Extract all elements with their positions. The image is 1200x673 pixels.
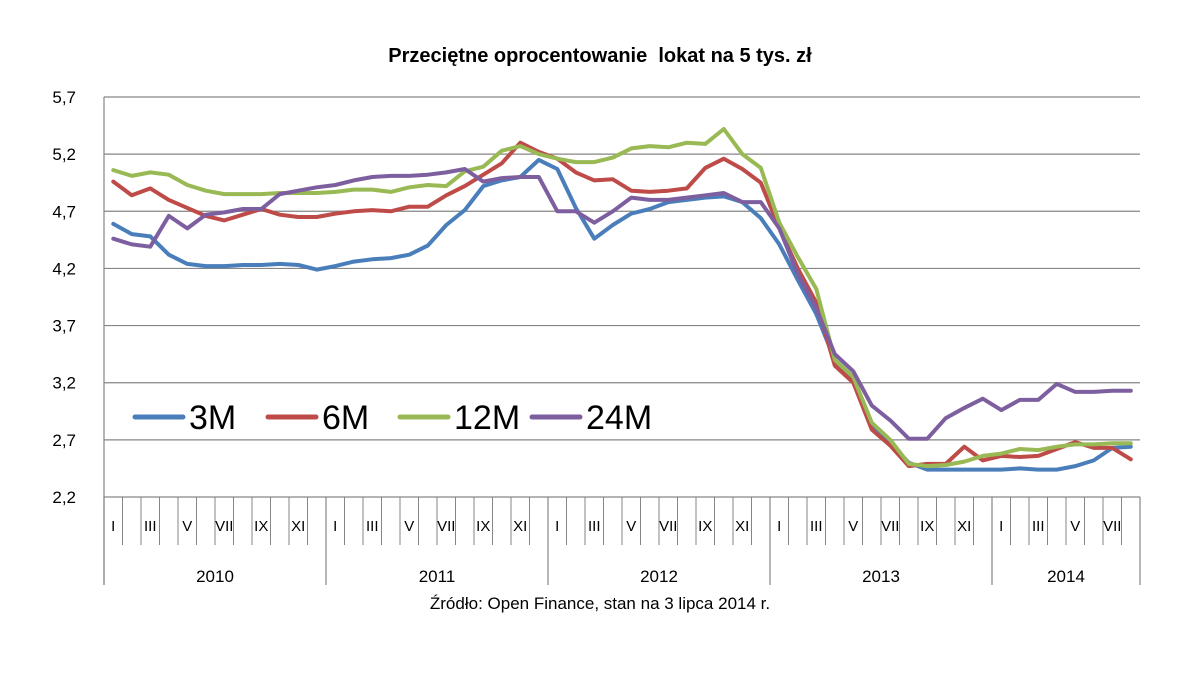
y-axis: 5,7 5,2 4,7 4,2 3,7 3,2 2,7 2,2: [52, 88, 105, 585]
y-tick-label: 2,2: [52, 488, 76, 507]
x-tick-label: VII: [437, 518, 455, 535]
legend-label-24m: 24M: [586, 399, 652, 437]
x-tick-label: XI: [291, 518, 305, 535]
x-tick-label: V: [404, 518, 414, 535]
x-tick-label: V: [182, 518, 192, 535]
y-tick-label: 3,2: [52, 374, 76, 393]
x-tick-label: V: [1070, 518, 1080, 535]
year-label: 2011: [419, 567, 456, 586]
series-line-24m: [111, 167, 1133, 441]
y-tick-label: 3,7: [52, 317, 76, 336]
series-line-3m: [111, 157, 1133, 472]
x-tick-label: XI: [735, 518, 749, 535]
x-tick-label: III: [366, 518, 379, 535]
x-tick-label: V: [848, 518, 858, 535]
legend-label-12m: 12M: [454, 399, 520, 437]
x-tick-label: VII: [1103, 518, 1121, 535]
y-tick-label: 5,7: [52, 88, 76, 107]
series-line-6m: [111, 140, 1133, 469]
x-tick-label: III: [810, 518, 823, 535]
year-label: 2012: [640, 567, 678, 586]
x-tick-label: I: [777, 518, 781, 535]
x-tick-label: III: [1032, 518, 1045, 535]
x-tick-label: VII: [215, 518, 233, 535]
x-tick-label: V: [626, 518, 636, 535]
y-tick-label: 4,2: [52, 259, 76, 278]
x-tick-label: I: [333, 518, 337, 535]
year-label: 2013: [862, 567, 900, 586]
x-tick-label: III: [588, 518, 601, 535]
legend-label-3m: 3M: [189, 399, 236, 437]
gridlines: [104, 96, 1140, 498]
x-tick-label: VII: [881, 518, 899, 535]
legend: 3M 6M 12M 24M: [132, 399, 652, 437]
x-tick-label: XI: [957, 518, 971, 535]
x-tick-label: VII: [659, 518, 677, 535]
x-tick-label: IX: [698, 518, 712, 535]
x-tick-label: I: [999, 518, 1003, 535]
x-tick-label: III: [144, 518, 157, 535]
x-tick-label: IX: [920, 518, 934, 535]
source-note: Źródło: Open Finance, stan na 3 lipca 20…: [430, 594, 770, 613]
y-tick-label: 2,7: [52, 431, 76, 450]
chart-title: Przeciętne oprocentowanie lokat na 5 tys…: [388, 45, 812, 67]
x-tick-label: XI: [513, 518, 527, 535]
series-lines: [111, 127, 1133, 472]
x-tick-label: I: [555, 518, 559, 535]
legend-label-6m: 6M: [322, 399, 369, 437]
y-tick-label: 5,2: [52, 145, 76, 164]
x-tick-label: IX: [254, 518, 268, 535]
x-tick-label: IX: [476, 518, 490, 535]
year-label: 2010: [196, 567, 234, 586]
x-tick-label: I: [111, 518, 115, 535]
y-tick-label: 4,7: [52, 202, 76, 221]
year-label: 2014: [1047, 567, 1085, 586]
